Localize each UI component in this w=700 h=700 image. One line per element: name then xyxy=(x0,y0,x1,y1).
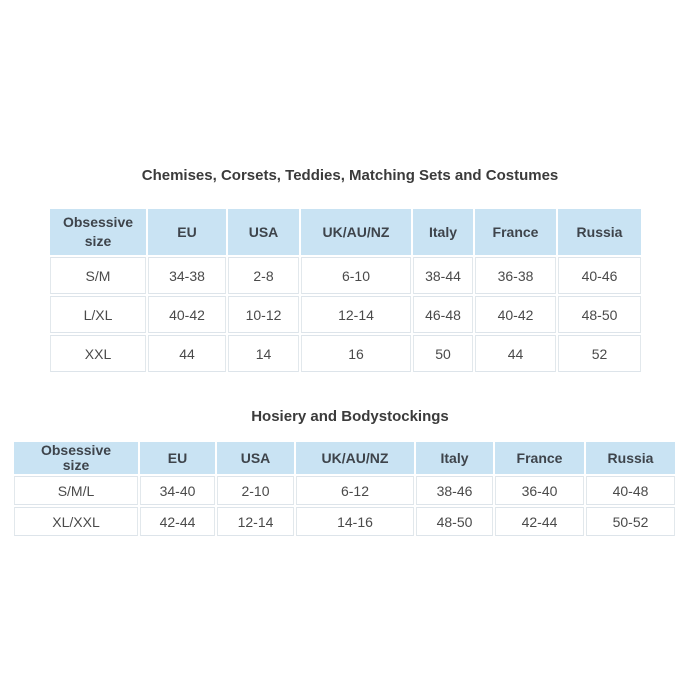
size-cell: 48-50 xyxy=(416,507,493,536)
table-1-header-row: Obsessive size EU USA UK/AU/NZ Italy Fra… xyxy=(50,209,641,255)
size-cell: 44 xyxy=(475,335,556,372)
size-cell: 34-40 xyxy=(140,476,215,505)
header-uk-au-nz: UK/AU/NZ xyxy=(296,442,414,474)
table-2-title: Hosiery and Bodystockings xyxy=(251,408,449,425)
size-cell: 40-48 xyxy=(586,476,675,505)
size-cell: 40-46 xyxy=(558,257,641,294)
row-label: XXL xyxy=(50,335,146,372)
size-cell: 50 xyxy=(413,335,473,372)
size-cell: 42-44 xyxy=(495,507,584,536)
header-france: France xyxy=(475,209,556,255)
header-usa: USA xyxy=(228,209,299,255)
header-italy: Italy xyxy=(416,442,493,474)
size-cell: 12-14 xyxy=(217,507,294,536)
row-label: S/M/L xyxy=(14,476,138,505)
size-cell: 40-42 xyxy=(148,296,226,333)
size-cell: 42-44 xyxy=(140,507,215,536)
table-row: L/XL 40-42 10-12 12-14 46-48 40-42 48-50 xyxy=(50,296,641,333)
table-row: XL/XXL 42-44 12-14 14-16 48-50 42-44 50-… xyxy=(14,507,675,536)
row-label: S/M xyxy=(50,257,146,294)
header-russia: Russia xyxy=(558,209,641,255)
size-cell: 38-46 xyxy=(416,476,493,505)
size-cell: 14 xyxy=(228,335,299,372)
table-row: XXL 44 14 16 50 44 52 xyxy=(50,335,641,372)
table-row: S/M 34-38 2-8 6-10 38-44 36-38 40-46 xyxy=(50,257,641,294)
header-obsessive-size: Obsessive size xyxy=(50,209,146,255)
header-usa: USA xyxy=(217,442,294,474)
size-cell: 40-42 xyxy=(475,296,556,333)
table-row: S/M/L 34-40 2-10 6-12 38-46 36-40 40-48 xyxy=(14,476,675,505)
size-cell: 6-10 xyxy=(301,257,411,294)
size-cell: 14-16 xyxy=(296,507,414,536)
size-cell: 2-10 xyxy=(217,476,294,505)
header-russia: Russia xyxy=(586,442,675,474)
size-cell: 6-12 xyxy=(296,476,414,505)
header-france: France xyxy=(495,442,584,474)
row-label: XL/XXL xyxy=(14,507,138,536)
size-cell: 36-40 xyxy=(495,476,584,505)
size-cell: 34-38 xyxy=(148,257,226,294)
header-italy: Italy xyxy=(413,209,473,255)
header-eu: EU xyxy=(148,209,226,255)
size-cell: 36-38 xyxy=(475,257,556,294)
size-cell: 10-12 xyxy=(228,296,299,333)
size-cell: 52 xyxy=(558,335,641,372)
table-2-header-row: Obsessive size EU USA UK/AU/NZ Italy Fra… xyxy=(14,442,675,474)
size-cell: 12-14 xyxy=(301,296,411,333)
size-cell: 48-50 xyxy=(558,296,641,333)
size-table-hosiery: Obsessive size EU USA UK/AU/NZ Italy Fra… xyxy=(12,440,677,538)
header-obsessive-size: Obsessive size xyxy=(14,442,138,474)
size-cell: 16 xyxy=(301,335,411,372)
size-table-chemises: Obsessive size EU USA UK/AU/NZ Italy Fra… xyxy=(48,207,643,374)
size-cell: 44 xyxy=(148,335,226,372)
size-cell: 38-44 xyxy=(413,257,473,294)
row-label: L/XL xyxy=(50,296,146,333)
header-eu: EU xyxy=(140,442,215,474)
header-uk-au-nz: UK/AU/NZ xyxy=(301,209,411,255)
size-cell: 2-8 xyxy=(228,257,299,294)
size-cell: 46-48 xyxy=(413,296,473,333)
table-1-title: Chemises, Corsets, Teddies, Matching Set… xyxy=(141,167,559,184)
size-cell: 50-52 xyxy=(586,507,675,536)
